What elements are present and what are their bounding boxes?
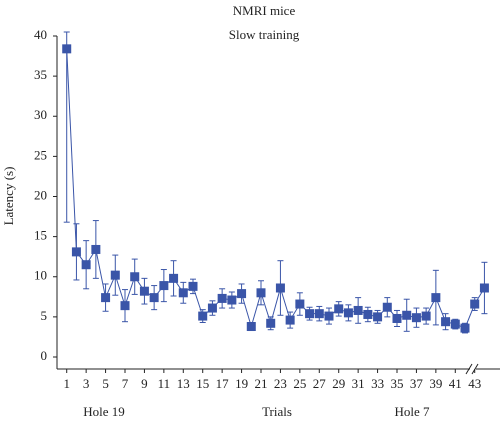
y-tick-label: 10 bbox=[34, 268, 47, 283]
marker bbox=[198, 311, 208, 321]
marker bbox=[295, 299, 305, 309]
y-tick-label: 5 bbox=[41, 308, 48, 323]
marker bbox=[149, 293, 159, 303]
y-tick-label: 30 bbox=[34, 107, 47, 122]
series-line bbox=[66, 48, 485, 329]
chart-title: NMRI mice bbox=[233, 3, 296, 18]
marker bbox=[421, 311, 431, 321]
y-tick-label: 35 bbox=[34, 67, 47, 82]
marker bbox=[353, 305, 363, 315]
marker bbox=[479, 283, 489, 293]
marker bbox=[227, 295, 237, 305]
y-axis-label: Latency (s) bbox=[1, 167, 16, 226]
marker bbox=[402, 310, 412, 320]
x-tick-label: 19 bbox=[235, 376, 248, 391]
x-tick-label: 37 bbox=[410, 376, 424, 391]
marker bbox=[207, 303, 217, 313]
x-tick-label: 17 bbox=[216, 376, 230, 391]
x-tick-label: 29 bbox=[332, 376, 345, 391]
marker bbox=[130, 272, 140, 282]
y-tick-label: 40 bbox=[34, 27, 47, 42]
x-tick-label: 13 bbox=[177, 376, 190, 391]
x-tick-label: 39 bbox=[429, 376, 442, 391]
marker bbox=[159, 281, 169, 291]
x-tick-label: 5 bbox=[102, 376, 109, 391]
y-tick-label: 20 bbox=[34, 187, 47, 202]
x-tick-label: 23 bbox=[274, 376, 287, 391]
x-tick-label: 7 bbox=[122, 376, 129, 391]
x-tick-label: 3 bbox=[83, 376, 90, 391]
x-tick-label: 33 bbox=[371, 376, 384, 391]
marker bbox=[460, 323, 470, 333]
marker bbox=[334, 304, 344, 314]
x-tick-label: 25 bbox=[293, 376, 306, 391]
marker bbox=[324, 311, 334, 321]
marker bbox=[431, 293, 441, 303]
x-tick-label: 31 bbox=[352, 376, 365, 391]
marker bbox=[246, 322, 256, 332]
marker bbox=[217, 293, 227, 303]
marker bbox=[120, 301, 130, 311]
marker bbox=[411, 313, 421, 323]
x-tick-label: 1 bbox=[63, 376, 70, 391]
marker bbox=[450, 319, 460, 329]
annotation: Hole 7 bbox=[394, 404, 430, 419]
y-tick-label: 25 bbox=[34, 147, 47, 162]
marker bbox=[81, 260, 91, 270]
marker bbox=[275, 283, 285, 293]
marker bbox=[256, 288, 266, 298]
x-tick-label: 35 bbox=[391, 376, 404, 391]
marker bbox=[285, 315, 295, 325]
x-tick-label: 21 bbox=[255, 376, 268, 391]
marker bbox=[392, 313, 402, 323]
marker bbox=[314, 309, 324, 319]
marker bbox=[101, 293, 111, 303]
marker bbox=[71, 247, 81, 257]
marker bbox=[237, 289, 247, 299]
marker bbox=[188, 281, 198, 291]
marker bbox=[470, 299, 480, 309]
x-tick-label: 43 bbox=[468, 376, 481, 391]
marker bbox=[266, 318, 276, 328]
marker bbox=[373, 312, 383, 322]
annotation: Trials bbox=[262, 404, 292, 419]
chart-subtitle: Slow training bbox=[229, 27, 300, 42]
marker bbox=[110, 270, 120, 280]
marker bbox=[382, 302, 392, 312]
x-tick-label: 11 bbox=[158, 376, 171, 391]
marker bbox=[305, 309, 315, 319]
annotation: Hole 19 bbox=[83, 404, 125, 419]
marker bbox=[441, 317, 451, 327]
marker bbox=[139, 286, 149, 296]
marker bbox=[91, 244, 101, 254]
marker bbox=[178, 288, 188, 298]
marker bbox=[363, 309, 373, 319]
x-tick-label: 41 bbox=[449, 376, 462, 391]
x-tick-label: 27 bbox=[313, 376, 327, 391]
marker bbox=[169, 273, 179, 283]
x-tick-label: 9 bbox=[141, 376, 148, 391]
x-tick-label: 15 bbox=[196, 376, 209, 391]
y-tick-label: 15 bbox=[34, 228, 47, 243]
marker bbox=[62, 44, 72, 54]
marker bbox=[343, 308, 353, 318]
axis-break bbox=[465, 363, 473, 375]
y-tick-label: 0 bbox=[41, 348, 48, 363]
